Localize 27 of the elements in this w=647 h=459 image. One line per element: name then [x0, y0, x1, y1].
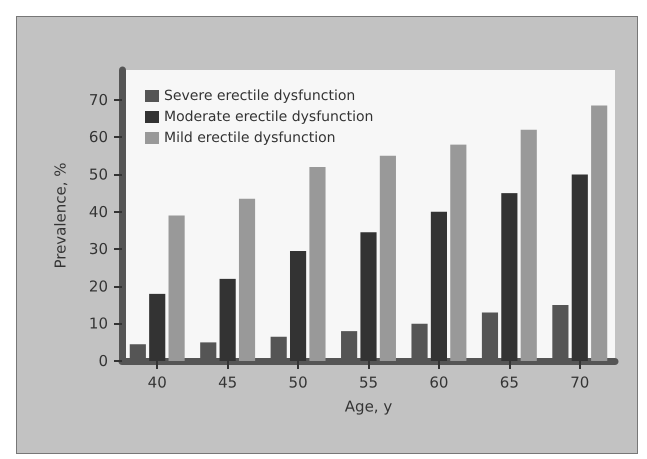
legend-label: Moderate erectile dysfunction: [164, 109, 374, 125]
x-tick-label: 40: [148, 374, 167, 392]
y-tick-label: 50: [88, 165, 108, 184]
bar: [238, 198, 256, 361]
y-tick-label: 60: [88, 128, 108, 146]
y-tick-label: 10: [88, 314, 108, 333]
bar: [450, 144, 466, 361]
y-tick-label: 20: [88, 277, 108, 296]
x-axis-title: Age, y: [344, 398, 392, 416]
x-tick-label: 60: [429, 374, 448, 392]
bar: [520, 130, 537, 361]
x-tick-label: 45: [218, 374, 238, 392]
x-tick-label: 50: [288, 374, 308, 392]
y-tick-label: 0: [98, 352, 108, 370]
y-axis-title: Prevalence, %: [52, 162, 70, 269]
legend-label: Mild erectile dysfunction: [164, 130, 336, 146]
x-tick-label: 70: [570, 374, 590, 392]
bar: [380, 156, 396, 361]
bar: [309, 167, 326, 361]
x-tick-label: 65: [500, 374, 519, 392]
x-tick-label: 55: [358, 374, 378, 392]
y-tick-label: 40: [88, 202, 108, 221]
bar: [591, 105, 608, 361]
bar: [168, 216, 185, 361]
legend-label: Severe erectile dysfunction: [164, 88, 356, 104]
y-tick-label: 30: [88, 240, 108, 258]
y-tick-label: 70: [88, 90, 108, 109]
